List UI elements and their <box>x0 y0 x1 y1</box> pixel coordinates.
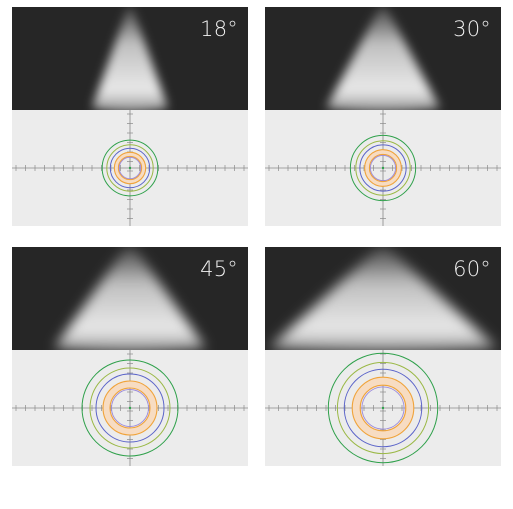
beam-diagram-30 <box>265 7 501 226</box>
isolux-band <box>364 149 402 187</box>
isolux-ring-orange-outer <box>364 149 402 187</box>
isolux-ring <box>336 361 430 455</box>
isolux-ring <box>359 144 407 192</box>
isolux-ring <box>95 373 165 443</box>
isolux-ring-inner <box>118 156 142 180</box>
beam-angle-label: 45° <box>200 257 238 281</box>
isolux-ring <box>81 359 179 457</box>
isolux-ring <box>355 140 411 196</box>
beam-angle-panel-45: 45° <box>12 247 248 466</box>
isolux-ring <box>343 368 423 448</box>
isolux-band <box>352 377 414 439</box>
isolux-ring <box>89 367 171 449</box>
isolux-ring-orange-outer <box>113 151 147 185</box>
isolux-ring-orange-outer <box>351 376 415 440</box>
isolux-band <box>114 152 146 184</box>
isolux-band <box>103 381 157 435</box>
isolux-ring-orange-inner <box>117 155 143 181</box>
isolux-ring-orange-inner <box>359 384 407 432</box>
isolux-ring-inner <box>361 386 405 430</box>
isolux-ring-inner <box>111 389 149 427</box>
light-beam-icon <box>54 247 206 352</box>
beam-angle-panel-18: 18° <box>12 7 248 226</box>
light-beam-icon <box>326 7 440 112</box>
isolux-ring-orange-outer <box>102 380 158 436</box>
isolux-ring-inner <box>369 154 397 182</box>
beam-diagram-60 <box>265 247 501 466</box>
beam-angle-panel-30: 30° <box>265 7 501 226</box>
light-beam-icon <box>269 247 497 352</box>
beam-diagram-45 <box>12 247 248 466</box>
center-point <box>128 166 132 170</box>
isolux-ring <box>327 352 439 464</box>
beam-angle-panel-60: 60° <box>265 247 501 466</box>
isolux-ring <box>109 147 151 189</box>
beam-angle-label: 18° <box>200 17 238 41</box>
beam-angle-label: 30° <box>453 17 491 41</box>
center-point <box>381 406 385 410</box>
beam-angle-label: 60° <box>453 257 491 281</box>
isolux-ring-orange-inner <box>109 387 151 429</box>
isolux-ring <box>101 139 159 197</box>
isolux-ring-orange-inner <box>368 153 398 183</box>
center-point <box>381 166 385 170</box>
beam-diagram-18 <box>12 7 248 226</box>
isolux-ring <box>106 144 154 192</box>
light-beam-icon <box>92 7 168 112</box>
center-point <box>128 406 132 410</box>
isolux-ring <box>349 134 417 202</box>
